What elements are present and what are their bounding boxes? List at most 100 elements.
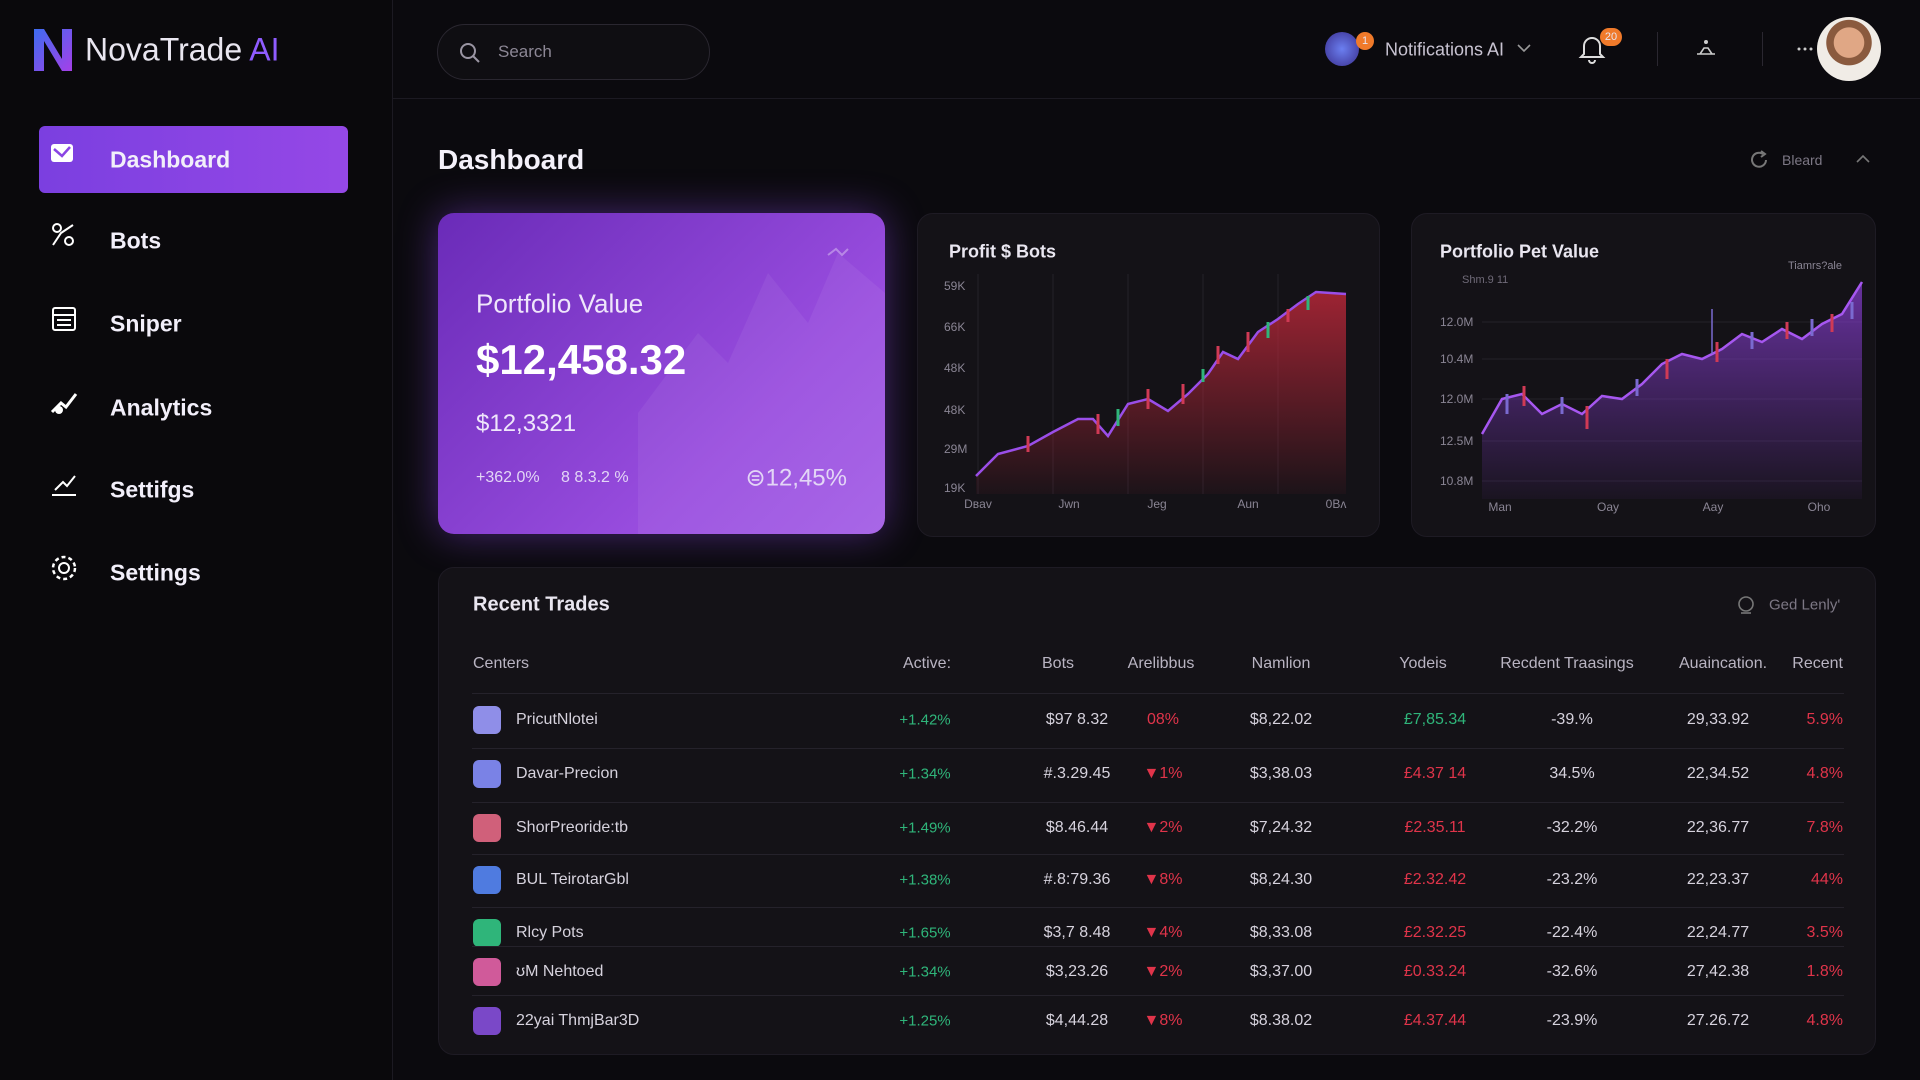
avatar-badge: 1 — [1356, 32, 1374, 50]
row-divider — [472, 995, 1844, 996]
row-icon — [473, 1007, 501, 1035]
value-chart-card: Portfolio Pet Value Shm.9 11 Tiamrs?ale … — [1411, 213, 1876, 537]
ai-avatar[interactable] — [1325, 32, 1359, 66]
x-tick-label: 0Bʌ — [1325, 497, 1347, 511]
more-icon[interactable] — [1796, 44, 1816, 54]
user-icon[interactable] — [1694, 36, 1718, 60]
table-cell: #.8:79.36 — [1043, 871, 1111, 888]
nav-label: Bots — [110, 227, 162, 253]
column-header: Arelibbus — [1127, 655, 1195, 672]
search-box[interactable]: Search — [437, 24, 710, 80]
table-cell: £2.32.25 — [1403, 924, 1467, 941]
page-action[interactable]: Bleard — [1782, 152, 1823, 168]
table-cell: $3,37.00 — [1249, 963, 1313, 980]
chevron-up[interactable] — [1855, 153, 1871, 165]
table-cell: +1.38% — [899, 871, 951, 889]
y-tick-label: 19K — [944, 481, 966, 495]
nav-label: Sniper — [110, 310, 182, 336]
row-divider — [472, 802, 1844, 803]
x-tick-label: Oho — [1807, 500, 1831, 514]
table-cell: PricutNlotei — [516, 711, 598, 728]
brand-name: NovaTrade — [85, 31, 243, 68]
y-tick-label: 12.0M — [1440, 315, 1474, 329]
table-cell: £7,85.34 — [1403, 711, 1467, 728]
column-header: Yodeis — [1399, 655, 1447, 672]
table-cell: 1.8% — [1806, 963, 1843, 980]
page-title: Dashboard — [438, 144, 585, 175]
y-tick-label: 48K — [944, 361, 966, 375]
brand: NovaTrade AI — [85, 32, 279, 69]
filter-icon[interactable] — [1736, 595, 1756, 615]
y-tick-label: 12.5M — [1440, 434, 1474, 448]
divider — [1657, 32, 1658, 66]
profile-photo[interactable] — [1817, 17, 1881, 81]
table-action[interactable]: Ged Lenly' — [1769, 596, 1841, 614]
table-cell: -32.2% — [1546, 819, 1598, 836]
chevron-down — [1517, 44, 1531, 53]
table-cell: ▼2% — [1143, 963, 1183, 980]
y-tick-label: 12.0M — [1440, 392, 1474, 406]
column-header: Namlion — [1251, 655, 1311, 672]
bell-icon[interactable] — [1578, 34, 1606, 64]
table-cell: -39.% — [1551, 711, 1593, 728]
portfolio-card: Portfolio Value $12,458.32 $12,3321 +362… — [438, 213, 885, 534]
table-cell: $97 8.32 — [1045, 711, 1109, 728]
x-tick-label: Aun — [1237, 497, 1259, 511]
range-selector[interactable]: Tiamrs?ale — [1788, 260, 1842, 272]
column-header: Auaincation. — [1678, 655, 1768, 672]
table-cell: 29,33.92 — [1686, 711, 1750, 728]
table-cell: $8,22.02 — [1249, 711, 1313, 728]
table-cell: 7.8% — [1806, 819, 1843, 836]
table-cell: +1.34% — [899, 963, 951, 981]
table-cell: $3,38.03 — [1249, 765, 1313, 782]
table-cell: $8.46.44 — [1045, 819, 1109, 836]
table-cell: 3.5% — [1806, 924, 1843, 941]
table-cell: +1.25% — [899, 1012, 951, 1030]
card-stat: 8 8.3.2 % — [561, 469, 629, 486]
notifications-menu[interactable]: Notifications AI — [1385, 39, 1505, 60]
row-divider — [472, 854, 1844, 855]
table-cell: ʊM Nehtoed — [516, 963, 604, 980]
nav-item[interactable]: Dashboard — [39, 126, 348, 193]
table-cell: #.3.29.45 — [1043, 765, 1111, 782]
table-cell: Davar-Precion — [516, 765, 619, 782]
table-cell: $3,23.26 — [1045, 963, 1109, 980]
row-divider — [472, 946, 1844, 947]
nav-label: Analytics — [110, 394, 213, 420]
chart-title: Portfolio Pet Value — [1440, 241, 1600, 262]
table-cell: -23.2% — [1546, 871, 1598, 888]
nav-item[interactable]: Analytics — [39, 374, 348, 441]
row-icon — [473, 919, 501, 947]
table-cell: 22yai ThmjBar3D — [516, 1012, 640, 1029]
y-tick-label: 10.4M — [1440, 352, 1474, 366]
column-header: Bots — [1041, 655, 1075, 672]
nav-item[interactable]: Bots — [39, 207, 348, 274]
table-cell: 08% — [1146, 711, 1180, 728]
nav-icon — [51, 555, 77, 581]
card-value: $12,458.32 — [476, 336, 687, 383]
logo-icon — [34, 29, 72, 71]
nav-label: Settings — [110, 559, 201, 585]
chart-title: Profit $ Bots — [949, 241, 1057, 262]
nav-label: Settifgs — [110, 476, 195, 502]
table-cell: 4.8% — [1806, 1012, 1843, 1029]
table-cell: ▼2% — [1143, 819, 1183, 836]
row-divider — [472, 907, 1844, 908]
nav-item[interactable]: Sniper — [39, 290, 348, 357]
column-header: Recdent Traasings — [1500, 655, 1634, 672]
nav-icon — [50, 393, 78, 414]
x-tick-label: Man — [1488, 500, 1512, 514]
table-cell: ▼4% — [1143, 924, 1183, 941]
nav-item[interactable]: Settifgs — [39, 456, 348, 523]
refresh-icon[interactable] — [1748, 149, 1770, 171]
table-cell: +1.34% — [899, 765, 951, 783]
table-cell: £4.37.44 — [1403, 1012, 1467, 1029]
x-tick-label: Aay — [1702, 500, 1724, 514]
table-cell: 22,34.52 — [1686, 765, 1750, 782]
table-cell: BUL TeirotarGbl — [516, 871, 629, 888]
topbar: Search 1 Notifications AI 20 — [392, 0, 1920, 99]
table-cell: ▼8% — [1143, 871, 1183, 888]
table-cell: $3,7 8.48 — [1043, 924, 1111, 941]
y-tick-label: 48K — [944, 403, 966, 417]
nav-item[interactable]: Settings — [39, 539, 348, 606]
